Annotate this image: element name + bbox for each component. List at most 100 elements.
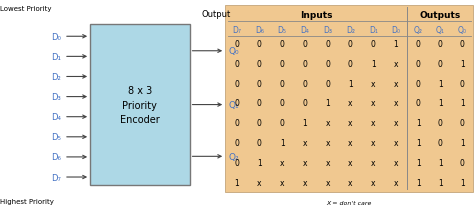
Text: D₇: D₇ xyxy=(232,25,241,34)
Text: 0: 0 xyxy=(257,119,262,128)
Text: 1: 1 xyxy=(438,178,443,187)
Text: 0: 0 xyxy=(416,79,421,88)
Text: 0: 0 xyxy=(416,99,421,108)
Text: x: x xyxy=(394,119,398,128)
Text: 1: 1 xyxy=(416,158,421,167)
FancyBboxPatch shape xyxy=(90,25,190,185)
Text: 0: 0 xyxy=(234,99,239,108)
Text: x: x xyxy=(325,138,330,147)
Text: x: x xyxy=(371,99,375,108)
Text: 0: 0 xyxy=(302,99,307,108)
Text: 0: 0 xyxy=(280,79,284,88)
Text: x: x xyxy=(280,158,284,167)
Text: D₅: D₅ xyxy=(51,133,61,142)
Text: Q₂: Q₂ xyxy=(228,152,239,161)
Text: 0: 0 xyxy=(280,60,284,68)
Text: 1: 1 xyxy=(416,178,421,187)
Text: x: x xyxy=(348,158,353,167)
Text: x: x xyxy=(302,138,307,147)
Text: D₂: D₂ xyxy=(346,25,355,34)
Text: 0: 0 xyxy=(416,40,421,49)
Text: x: x xyxy=(325,158,330,167)
Text: x: x xyxy=(394,178,398,187)
FancyBboxPatch shape xyxy=(225,6,473,192)
Text: 0: 0 xyxy=(460,40,465,49)
Text: 0: 0 xyxy=(280,99,284,108)
Text: 0: 0 xyxy=(438,119,443,128)
Text: D₀: D₀ xyxy=(51,33,61,42)
Text: 0: 0 xyxy=(325,60,330,68)
Text: D₃: D₃ xyxy=(51,93,61,102)
Text: 0: 0 xyxy=(234,119,239,128)
Text: x: x xyxy=(394,158,398,167)
Text: x: x xyxy=(348,99,353,108)
Text: 1: 1 xyxy=(460,60,465,68)
Text: 1: 1 xyxy=(460,178,465,187)
Text: D₄: D₄ xyxy=(51,113,61,122)
Text: 0: 0 xyxy=(438,60,443,68)
Text: x: x xyxy=(325,119,330,128)
Text: Q₂: Q₂ xyxy=(414,25,423,34)
Text: x: x xyxy=(302,178,307,187)
Text: Highest Priority: Highest Priority xyxy=(0,198,54,204)
Text: 1: 1 xyxy=(371,60,375,68)
Text: x: x xyxy=(371,158,375,167)
Text: x: x xyxy=(394,138,398,147)
Text: 0: 0 xyxy=(302,40,307,49)
Text: 0: 0 xyxy=(280,119,284,128)
Text: x: x xyxy=(371,178,375,187)
Text: Q₁: Q₁ xyxy=(228,101,239,110)
Text: x: x xyxy=(280,178,284,187)
Text: 0: 0 xyxy=(460,158,465,167)
Text: x: x xyxy=(394,99,398,108)
Text: D₅: D₅ xyxy=(278,25,287,34)
Text: D₂: D₂ xyxy=(51,73,61,82)
Text: 1: 1 xyxy=(438,99,443,108)
Text: Q₀: Q₀ xyxy=(228,47,239,56)
Text: 1: 1 xyxy=(416,138,421,147)
Text: 0: 0 xyxy=(234,40,239,49)
Text: Output: Output xyxy=(201,10,230,19)
Text: 0: 0 xyxy=(257,138,262,147)
Text: 0: 0 xyxy=(325,79,330,88)
Text: x: x xyxy=(394,60,398,68)
Text: x: x xyxy=(302,158,307,167)
Text: x: x xyxy=(348,138,353,147)
Text: x: x xyxy=(348,178,353,187)
Text: 0: 0 xyxy=(234,158,239,167)
Text: 0: 0 xyxy=(234,79,239,88)
Text: 0: 0 xyxy=(438,40,443,49)
Text: Inputs: Inputs xyxy=(300,11,332,20)
Text: Outputs: Outputs xyxy=(419,11,461,20)
Text: 0: 0 xyxy=(257,60,262,68)
Text: 0: 0 xyxy=(348,60,353,68)
Text: x: x xyxy=(325,178,330,187)
Text: 0: 0 xyxy=(302,60,307,68)
Text: D₁: D₁ xyxy=(369,25,378,34)
Text: 1: 1 xyxy=(438,79,443,88)
Text: 0: 0 xyxy=(280,40,284,49)
Text: 1: 1 xyxy=(257,158,262,167)
Text: x: x xyxy=(371,119,375,128)
Text: 0: 0 xyxy=(257,40,262,49)
Text: 1: 1 xyxy=(280,138,284,147)
Text: 0: 0 xyxy=(257,99,262,108)
Text: D₁: D₁ xyxy=(51,53,61,62)
Text: D₆: D₆ xyxy=(255,25,264,34)
Text: Q₁: Q₁ xyxy=(436,25,445,34)
Text: D₃: D₃ xyxy=(323,25,332,34)
Text: 0: 0 xyxy=(257,79,262,88)
Text: 1: 1 xyxy=(460,138,465,147)
Text: 1: 1 xyxy=(325,99,330,108)
Text: 1: 1 xyxy=(460,99,465,108)
Text: 0: 0 xyxy=(460,79,465,88)
Text: x: x xyxy=(348,119,353,128)
Text: x: x xyxy=(394,79,398,88)
Text: 0: 0 xyxy=(460,119,465,128)
Text: D₇: D₇ xyxy=(51,173,61,182)
Text: 0: 0 xyxy=(325,40,330,49)
Text: Lowest Priority: Lowest Priority xyxy=(0,6,52,12)
Text: 0: 0 xyxy=(302,79,307,88)
Text: D₀: D₀ xyxy=(392,25,401,34)
Text: D₆: D₆ xyxy=(51,153,61,162)
